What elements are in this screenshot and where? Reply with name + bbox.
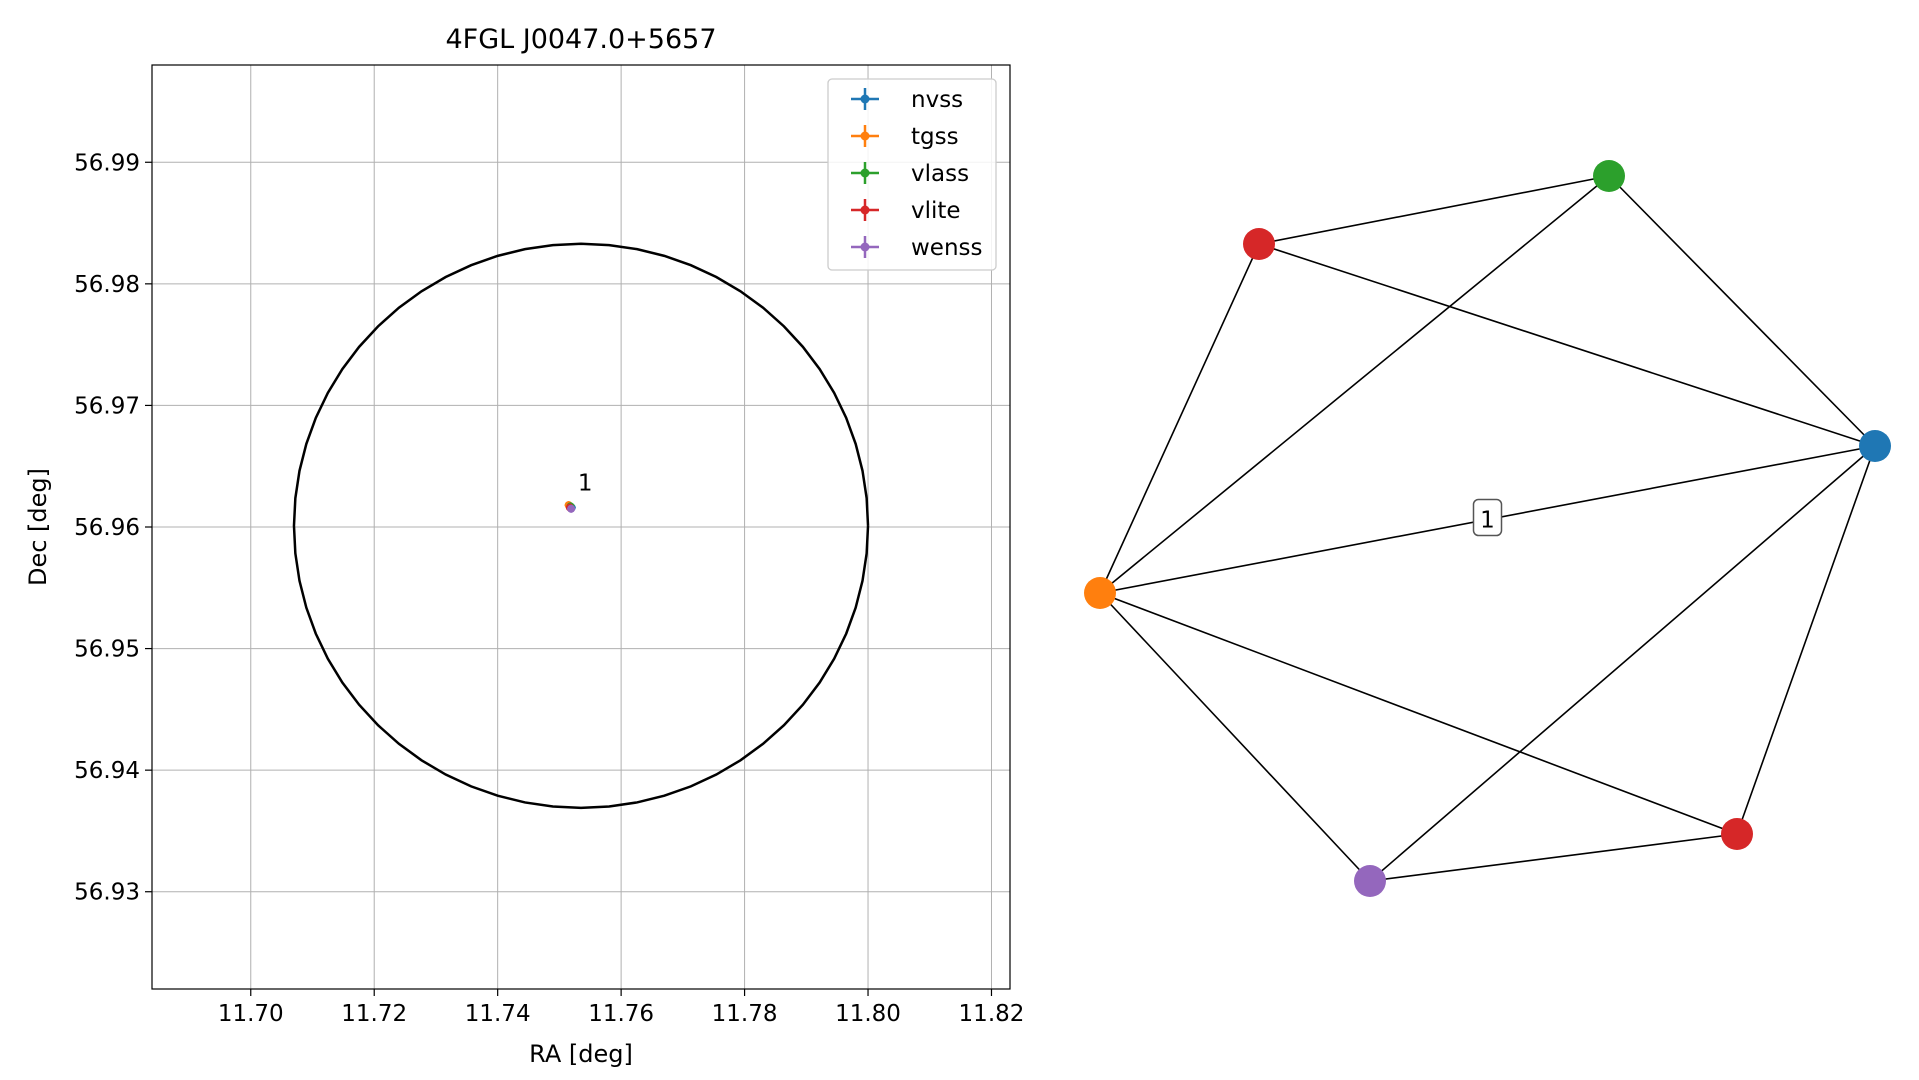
legend-marker-dot: [860, 168, 870, 178]
legend-label: vlite: [911, 198, 961, 224]
edge-tgss-vlite_b: [1099, 592, 1738, 835]
edges: [1099, 175, 1876, 882]
y-tick-label: 56.95: [74, 637, 140, 663]
legend-label: nvss: [911, 87, 963, 113]
y-tick-label: 56.98: [74, 272, 140, 298]
y-tick-label: 56.93: [74, 880, 140, 906]
edge-vlass-tgss: [1099, 175, 1610, 594]
legend-marker-dot: [860, 242, 870, 252]
y-tick-label: 56.94: [74, 758, 140, 784]
x-tick-label: 11.82: [959, 1001, 1025, 1027]
x-tick-label: 11.72: [341, 1001, 407, 1027]
edge-nvss-vlite_b: [1736, 445, 1876, 835]
node-nvss: [1859, 430, 1891, 462]
x-tick-label: 11.74: [465, 1001, 531, 1027]
scatter-panel: 1 11.70 11.72 11.74 11.76 11.78 11.80 11.82 56.…: [24, 24, 1024, 1068]
node-tgss: [1084, 577, 1116, 609]
ticks: 11.70 11.72 11.74 11.76 11.78 11.80 11.82 56.93…: [74, 150, 1024, 1027]
node-wenss: [1354, 865, 1386, 897]
legend-label: tgss: [911, 124, 959, 150]
network-graph: 1: [1084, 160, 1891, 897]
annotations: 1: [578, 471, 593, 497]
legend-marker-dot: [860, 131, 870, 141]
legend-label: vlass: [911, 161, 969, 187]
edge-vlite_a-nvss: [1258, 243, 1876, 447]
legend-marker-dot: [860, 94, 870, 104]
legend-frame: [827, 78, 997, 271]
legend-item-wenss: wenss: [851, 235, 983, 261]
edge-vlass-vlite_a: [1258, 175, 1610, 245]
edge-tgss-wenss: [1099, 592, 1371, 882]
edge-label-text: 1: [1480, 508, 1495, 534]
node-vlass: [1593, 160, 1625, 192]
x-tick-label: 11.70: [218, 1001, 284, 1027]
y-tick-label: 56.99: [74, 150, 140, 176]
legend: nvss tgss vlass vlite wenss: [827, 78, 997, 271]
error-circle-outline: [292, 242, 870, 810]
y-tick-label: 56.96: [74, 515, 140, 541]
x-tick-label: 11.80: [835, 1001, 901, 1027]
point-wenss: [567, 504, 576, 513]
legend-item-vlite: vlite: [851, 198, 961, 224]
edge-vlass-nvss: [1608, 175, 1876, 447]
y-axis-label: Dec [deg]: [24, 468, 52, 586]
edge-vlite_a-tgss: [1099, 243, 1260, 594]
y-tick-label: 56.97: [74, 393, 140, 419]
x-tick-label: 11.78: [712, 1001, 778, 1027]
edge-label-box: [1472, 498, 1503, 537]
node-vlite_b: [1721, 818, 1753, 850]
legend-marker-dot: [860, 205, 870, 215]
edge-nvss-wenss: [1369, 445, 1876, 882]
legend-label: wenss: [911, 235, 983, 261]
legend-item-nvss: nvss: [851, 87, 963, 113]
point-annotation: 1: [578, 471, 593, 497]
legend-item-tgss: tgss: [851, 124, 959, 150]
source-points: [564, 501, 576, 513]
error-circle: [292, 242, 870, 810]
edge-wenss-vlite_b: [1369, 833, 1738, 882]
edge-label: 1: [1472, 498, 1503, 537]
node-vlite_a: [1243, 228, 1275, 260]
x-tick-label: 11.76: [588, 1001, 654, 1027]
chart-title: 4FGL J0047.0+5657: [445, 24, 716, 55]
nodes: [1084, 160, 1891, 897]
legend-item-vlass: vlass: [851, 161, 969, 187]
x-axis-label: RA [deg]: [529, 1040, 633, 1068]
